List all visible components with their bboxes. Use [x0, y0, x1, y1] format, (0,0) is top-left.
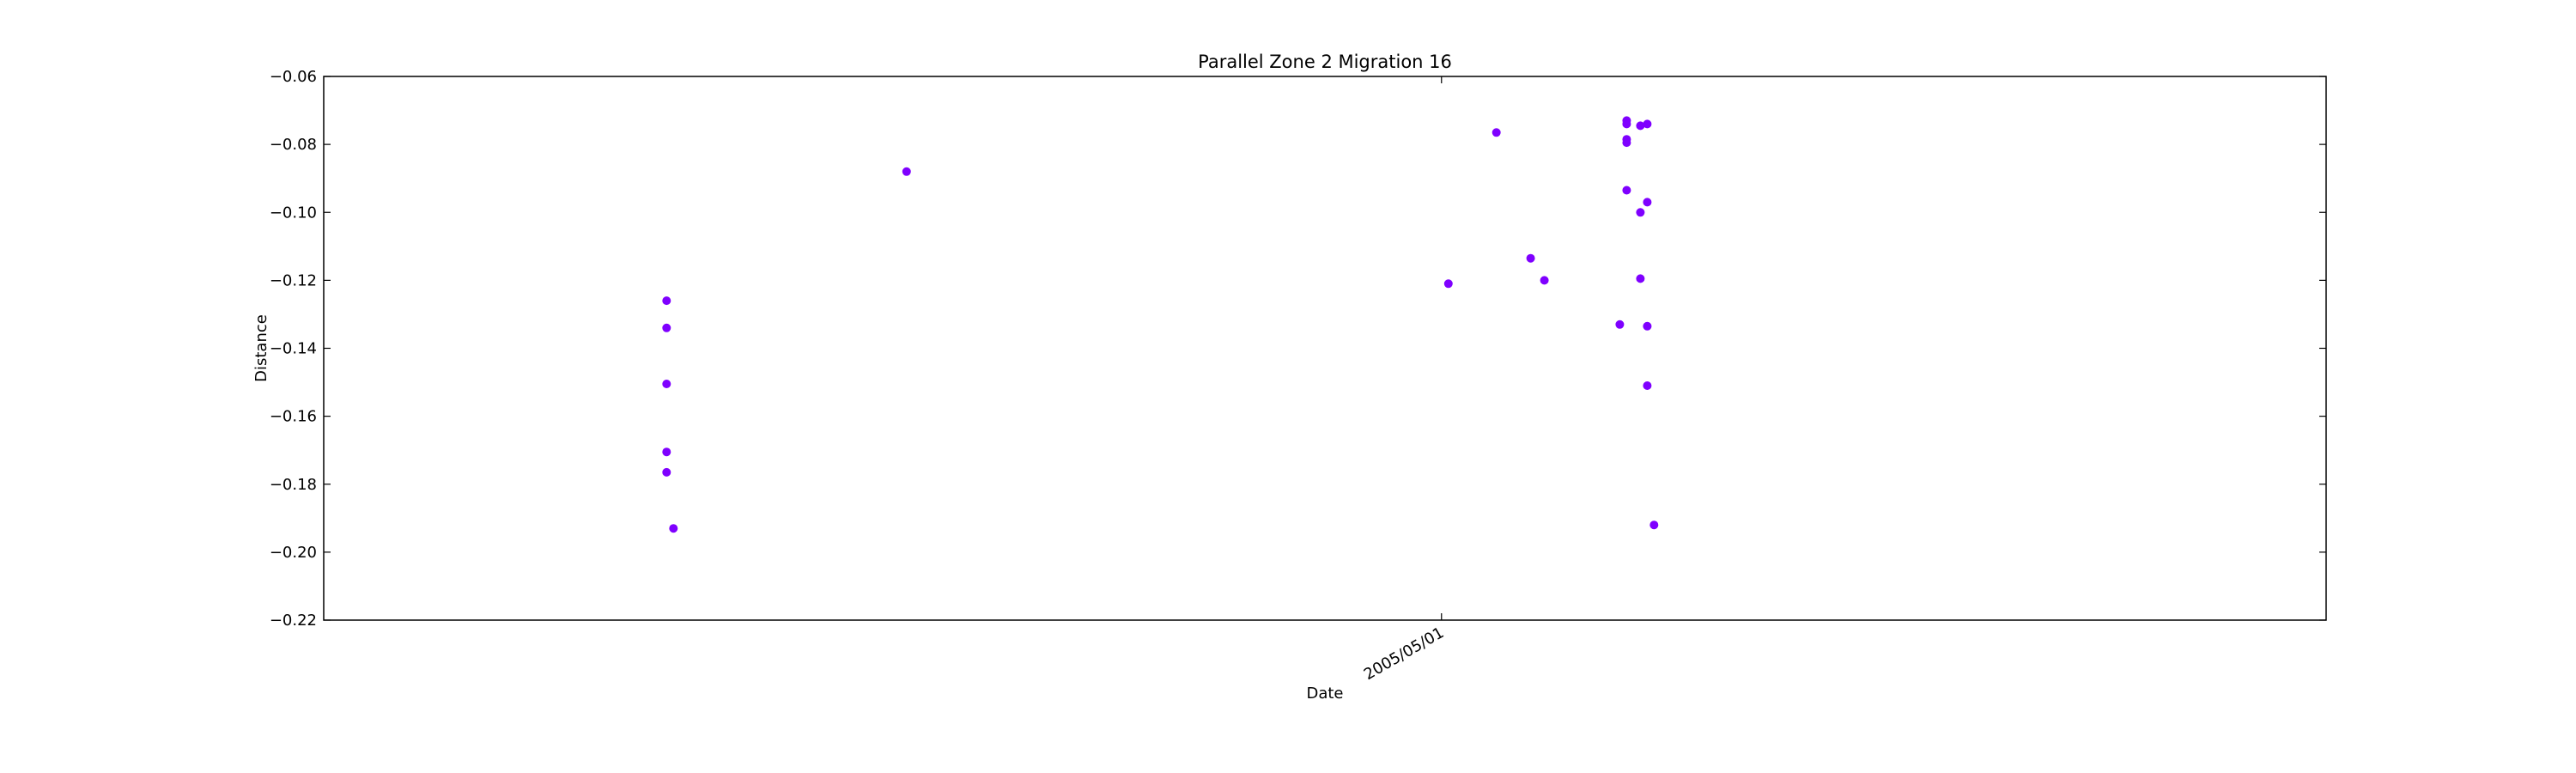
data-point	[1443, 279, 1453, 289]
data-point	[669, 524, 678, 533]
data-point	[1492, 128, 1501, 137]
data-point	[1526, 253, 1535, 263]
y-tick-label: −0.08	[270, 136, 317, 154]
data-point	[662, 447, 671, 457]
data-point	[1636, 208, 1645, 217]
data-point	[1622, 119, 1631, 129]
y-axis-ticks: −0.06 −0.08 −0.10 −0.12 −0.14 −0.16 −0.18 −0.20…	[270, 68, 2326, 630]
y-tick-label: −0.14	[270, 340, 317, 358]
data-point	[902, 167, 911, 176]
x-axis-ticks: 2005/05/01	[1361, 76, 1447, 684]
plot-frame	[323, 76, 2327, 621]
y-tick-label: −0.10	[270, 204, 317, 222]
y-tick-label: −0.20	[270, 544, 317, 562]
data-point	[1643, 381, 1652, 390]
data-point	[1643, 321, 1652, 331]
data-point	[1622, 138, 1631, 148]
y-tick-label: −0.18	[270, 476, 317, 494]
y-axis-label: Distance	[252, 314, 270, 382]
data-point	[662, 467, 671, 477]
y-tick-label: −0.06	[270, 68, 317, 86]
y-tick-label: −0.22	[270, 612, 317, 630]
y-tick-label: −0.12	[270, 271, 317, 289]
y-tick-label: −0.16	[270, 408, 317, 426]
data-point	[662, 323, 671, 332]
data-point	[1649, 520, 1659, 530]
data-points	[662, 116, 1659, 533]
x-tick-label: 2005/05/01	[1361, 624, 1447, 684]
data-point	[1540, 276, 1549, 285]
data-point	[662, 380, 671, 388]
x-axis-label: Date	[1306, 685, 1343, 703]
data-point	[1636, 274, 1645, 283]
data-point	[1622, 186, 1631, 195]
data-point	[1643, 119, 1652, 129]
data-point	[662, 296, 671, 306]
chart-title: Parallel Zone 2 Migration 16	[1198, 52, 1452, 72]
data-point	[1615, 320, 1625, 329]
data-point	[1643, 198, 1652, 207]
